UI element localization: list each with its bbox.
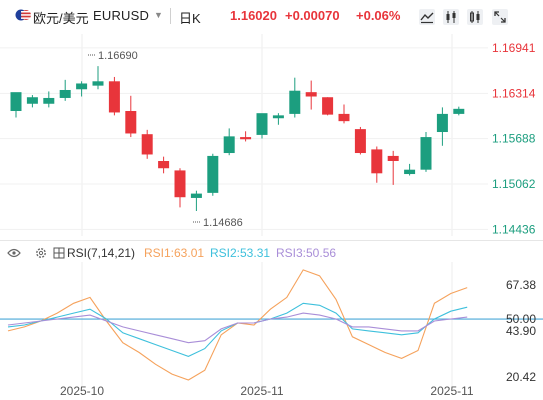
candle xyxy=(322,97,334,116)
candle-body xyxy=(338,113,350,122)
rsi-series-rsi1 xyxy=(7,269,468,381)
rsi2-legend: RSI2:53.31 xyxy=(210,246,270,260)
candle xyxy=(76,81,88,97)
candle xyxy=(272,113,284,125)
candle xyxy=(174,168,186,208)
rsi-series-rsi2 xyxy=(7,302,468,357)
candle xyxy=(387,150,399,185)
candle xyxy=(256,113,268,139)
candle xyxy=(420,132,432,172)
candle-body xyxy=(256,113,268,135)
rsi-panel xyxy=(0,269,543,381)
symbol-name[interactable]: 欧元/美元 xyxy=(33,11,89,26)
candle-body xyxy=(354,129,366,154)
candle xyxy=(338,104,350,124)
candle xyxy=(190,190,202,211)
candle-body xyxy=(289,90,301,114)
candle-body xyxy=(322,97,334,115)
settings-gear-icon[interactable] xyxy=(36,248,46,258)
rsi-series-rsi3 xyxy=(7,312,468,344)
header-divider xyxy=(170,8,171,24)
price-change: +0.00070 xyxy=(285,8,340,23)
candle xyxy=(305,80,317,110)
date-tick-label: 2025-11 xyxy=(430,384,473,398)
interval-selector[interactable]: 日K xyxy=(179,11,201,26)
candle xyxy=(404,163,416,176)
candle-body xyxy=(10,92,22,112)
candles xyxy=(10,66,465,211)
candle-body xyxy=(436,113,448,133)
candle xyxy=(43,91,55,108)
date-tick-label: 2025-11 xyxy=(240,384,283,398)
candle-body xyxy=(59,89,71,98)
rsi-tick-label: 50.00 xyxy=(506,312,536,326)
price-tick-label: 1.16314 xyxy=(492,86,536,100)
price-tick-label: 1.16941 xyxy=(492,41,536,55)
candle-body xyxy=(223,136,235,154)
candle-body xyxy=(141,134,153,155)
candle-body xyxy=(305,92,317,97)
candle xyxy=(289,77,301,118)
symbol-dropdown-icon[interactable]: ▼ xyxy=(154,10,163,20)
price-tick-label: 1.15688 xyxy=(492,132,536,146)
indicator-legend: RSI(7,14,21) RSI1:63.01 RSI2:53.31 RSI3:… xyxy=(7,246,336,260)
candle xyxy=(26,95,38,108)
candle-body xyxy=(92,81,104,86)
candle xyxy=(453,106,465,116)
candlestick-icon[interactable] xyxy=(442,8,460,26)
candle xyxy=(92,66,104,90)
eu-us-flag-icon xyxy=(15,9,31,21)
candle-body xyxy=(420,137,432,170)
candle xyxy=(10,92,22,118)
candle-body xyxy=(43,97,55,104)
candle xyxy=(354,126,366,155)
candle-body xyxy=(387,155,399,161)
candle-body xyxy=(272,115,284,119)
candle xyxy=(141,129,153,159)
candle xyxy=(371,146,383,183)
candle-body xyxy=(207,155,219,193)
high-annotation: 1.16690 xyxy=(98,50,138,62)
rsi1-legend: RSI1:63.01 xyxy=(144,246,204,260)
rsi-tick-label: 67.38 xyxy=(506,278,536,292)
price-change-percent: +0.06% xyxy=(356,8,401,23)
fullscreen-icon[interactable] xyxy=(491,8,509,26)
compare-icon[interactable] xyxy=(466,8,484,26)
candle xyxy=(207,153,219,196)
candle-body xyxy=(26,97,38,104)
candle-body xyxy=(174,170,186,198)
candle xyxy=(223,128,235,156)
candle-body xyxy=(240,137,252,140)
price-tick-label: 1.15062 xyxy=(492,177,536,191)
rsi-tick-label: 43.90 xyxy=(506,324,536,338)
axes: 1.16941 1.16314 1.15688 1.15062 1.14436 67.38… xyxy=(60,41,536,398)
candle-body xyxy=(404,169,416,175)
candle-body xyxy=(158,160,170,169)
indicator-switch-icon[interactable] xyxy=(53,247,65,259)
last-price: 1.16020 xyxy=(230,8,277,23)
candle-body xyxy=(125,111,137,134)
rsi-tick-label: 20.42 xyxy=(506,370,536,384)
candle-body xyxy=(371,149,383,174)
price-tick-label: 1.14436 xyxy=(492,222,536,236)
low-annotation: 1.14686 xyxy=(203,217,243,229)
date-tick-label: 2025-10 xyxy=(60,384,104,398)
candle-body xyxy=(453,108,465,114)
candle xyxy=(125,95,137,138)
chart-header: 欧元/美元 EURUSD ▼ 日K 1.16020 +0.00070 +0.06… xyxy=(0,0,543,32)
candle-body xyxy=(108,81,120,113)
candle xyxy=(240,131,252,142)
line-chart-icon[interactable] xyxy=(418,8,436,26)
indicator-label[interactable]: RSI(7,14,21) xyxy=(67,246,135,260)
candle-body xyxy=(76,83,88,90)
rsi3-legend: RSI3:50.56 xyxy=(276,246,336,260)
candle xyxy=(59,79,71,101)
symbol-code[interactable]: EURUSD xyxy=(93,8,150,23)
candle xyxy=(436,107,448,146)
candle xyxy=(108,76,120,116)
visibility-toggle-icon[interactable] xyxy=(7,248,21,258)
candle-body xyxy=(190,193,202,198)
candle xyxy=(158,156,170,174)
